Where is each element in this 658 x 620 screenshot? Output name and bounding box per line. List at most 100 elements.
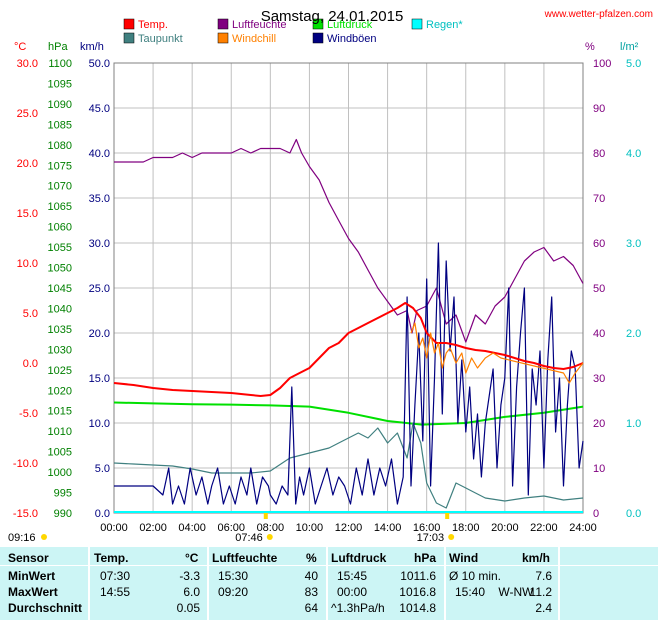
wind-tick-label: 30.0 — [89, 238, 110, 250]
wind-tick-label: 35.0 — [89, 193, 110, 205]
pressure-tick-label: 1020 — [48, 385, 72, 397]
sunrise-time: 07:46 — [235, 532, 263, 544]
rain-tick-label: 1.0 — [626, 418, 641, 430]
row-min-hum: 40 — [304, 569, 318, 583]
sun-icon — [266, 534, 273, 540]
x-tick-label: 18:00 — [452, 522, 480, 534]
temp-tick-label: 0.0 — [23, 358, 38, 370]
row-min-temp-time: 07:30 — [100, 569, 131, 583]
series-windchill-line — [410, 322, 584, 384]
legend-swatch — [217, 18, 229, 30]
temp-tick-label: -15.0 — [13, 508, 38, 520]
row-max-press: 1016.8 — [399, 585, 436, 599]
wind-tick-label: 0.0 — [95, 508, 110, 520]
temp-axis-unit: °C — [14, 41, 26, 53]
pressure-tick-label: 1055 — [48, 242, 72, 254]
header-humidity-unit: % — [306, 551, 317, 565]
sun-icon — [448, 534, 455, 540]
pressure-tick-label: 1070 — [48, 181, 72, 193]
legend-swatch — [123, 32, 135, 44]
x-tick-label: 02:00 — [139, 522, 167, 534]
row-max-label: MaxWert — [8, 585, 58, 599]
humidity-tick-label: 20 — [593, 418, 605, 430]
header-wind-unit: km/h — [522, 551, 551, 565]
chart-axes: 00:00 02:00 04:00 06:00 08:00 10:00 12:00 14:00… — [13, 58, 641, 534]
header-sensor: Sensor — [8, 551, 49, 565]
pressure-tick-label: 1075 — [48, 160, 72, 172]
pressure-tick-label: 1100 — [48, 58, 72, 70]
statistics-table: Sensor Temp. °C Luftfeuchte % Luftdruck … — [0, 547, 658, 620]
temp-tick-label: 15.0 — [17, 208, 38, 220]
header-pressure-unit: hPa — [414, 551, 437, 565]
pressure-tick-label: 1045 — [48, 283, 72, 295]
pressure-tick-label: 1085 — [48, 119, 72, 131]
wind-tick-label: 40.0 — [89, 148, 110, 160]
legend-swatch — [217, 32, 229, 44]
series-luftfeuchte-line — [114, 138, 584, 343]
weather-chart: 00:00 02:00 04:00 06:00 08:00 10:00 12:00 14:00… — [8, 8, 653, 544]
x-tick-label: 16:00 — [413, 522, 441, 534]
temp-tick-label: 10.0 — [17, 258, 38, 270]
pressure-tick-label: 1015 — [48, 406, 72, 418]
humidity-tick-label: 80 — [593, 148, 605, 160]
pressure-tick-label: 1080 — [48, 140, 72, 152]
row-max-temp-time: 14:55 — [100, 585, 131, 599]
temp-tick-label: 5.0 — [23, 308, 38, 320]
rain-tick-label: 0.0 — [626, 508, 641, 520]
x-tick-label: 14:00 — [374, 522, 402, 534]
sunset-marker — [445, 513, 450, 519]
row-max-hum-time: 09:20 — [218, 585, 249, 599]
series-taupunkt-line — [113, 422, 584, 509]
rain-axis-unit: l/m² — [620, 41, 639, 53]
row-min-wind: 7.6 — [535, 569, 552, 583]
wind-tick-label: 10.0 — [89, 418, 110, 430]
x-tick-label: 00:00 — [100, 522, 128, 534]
temp-tick-label: 25.0 — [17, 108, 38, 120]
legend-label: Windböen — [327, 33, 377, 45]
pressure-tick-label: 995 — [54, 488, 72, 500]
x-tick-label: 24:00 — [569, 522, 597, 534]
row-min-hum-time: 15:30 — [218, 569, 249, 583]
header-temp: Temp. — [94, 551, 129, 565]
row-min-temp: -3.3 — [179, 569, 200, 583]
wind-tick-label: 5.0 — [95, 463, 110, 475]
temp-tick-label: 20.0 — [17, 158, 38, 170]
x-tick-label: 12:00 — [335, 522, 363, 534]
humidity-tick-label: 50 — [593, 283, 605, 295]
source-link[interactable]: www.wetter-pfalzen.com — [544, 9, 653, 20]
header-temp-unit: °C — [185, 551, 199, 565]
row-avg-wind: 2.4 — [535, 601, 552, 615]
pressure-tick-label: 1010 — [48, 426, 72, 438]
pressure-tick-label: 1000 — [48, 467, 72, 479]
humidity-tick-label: 30 — [593, 373, 605, 385]
pressure-tick-label: 1025 — [48, 365, 72, 377]
legend-swatch — [312, 32, 324, 44]
header-pressure: Luftdruck — [331, 551, 387, 565]
wind-tick-label: 45.0 — [89, 103, 110, 115]
sun-markers: 07:46 17:03 09:16 — [8, 513, 455, 544]
series-luftdruck-line — [113, 401, 584, 426]
row-max-press-time: 00:00 — [337, 585, 368, 599]
legend-label: Taupunkt — [138, 33, 183, 45]
row-min-wind-label: Ø 10 min. — [449, 569, 502, 583]
pressure-tick-label: 1035 — [48, 324, 72, 336]
x-tick-label: 10:00 — [296, 522, 324, 534]
legend-label: Windchill — [232, 33, 276, 45]
temp-tick-label: -10.0 — [13, 458, 38, 470]
legend-label: Temp. — [138, 19, 168, 31]
temp-tick-label: -5.0 — [19, 408, 38, 420]
legend-swatch — [411, 18, 423, 30]
pressure-axis-unit: hPa — [48, 41, 68, 53]
temp-tick-label: 30.0 — [17, 58, 38, 70]
row-min-press-time: 15:45 — [337, 569, 368, 583]
row-min-press: 1011.6 — [400, 569, 436, 583]
row-avg-temp: 0.05 — [176, 601, 200, 615]
series-windben-line — [114, 242, 584, 505]
moonrise-time: 09:16 — [8, 532, 36, 544]
chart-legend: Temp. Taupunkt Luftfeuchte Windchill Luftdru… — [123, 18, 463, 45]
legend-label: Regen* — [426, 19, 463, 31]
legend-label: Luftfeuchte — [232, 19, 286, 31]
series-temp-line — [113, 302, 584, 397]
row-min-label: MinWert — [8, 569, 56, 583]
sunset-time: 17:03 — [417, 532, 445, 544]
